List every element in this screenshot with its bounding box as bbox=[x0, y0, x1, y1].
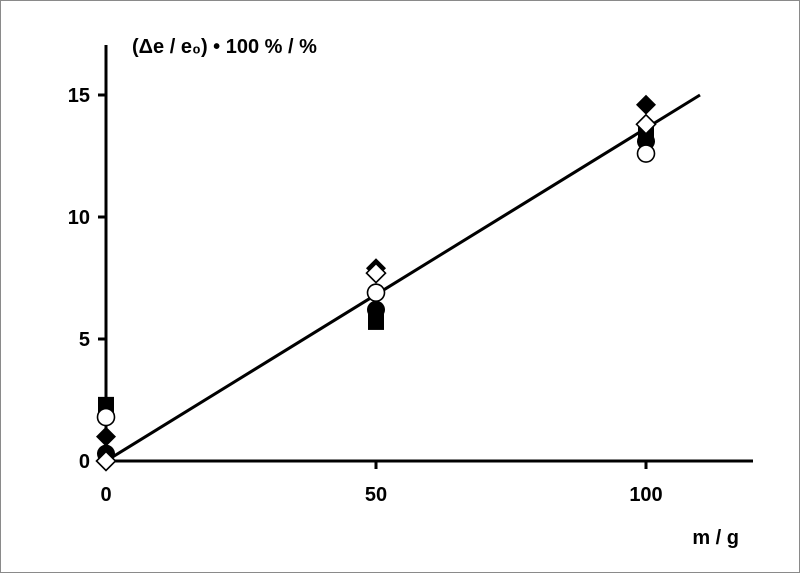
y-axis-title: (Δe / e₀) • 100 % / % bbox=[132, 36, 317, 58]
fit-line-group bbox=[105, 93, 701, 463]
marker-open-circle bbox=[96, 407, 116, 427]
axis-labels: (Δe / e₀) • 100 % / % m / g bbox=[132, 36, 739, 549]
x-tick-label: 50 bbox=[365, 484, 387, 506]
x-tick-label: 0 bbox=[100, 484, 111, 506]
marker-filled-square bbox=[368, 313, 384, 330]
x-axis-title: m / g bbox=[692, 527, 739, 549]
marker-open-diamond bbox=[95, 450, 117, 472]
fit-line bbox=[105, 93, 701, 463]
x-tick-label: 100 bbox=[629, 484, 662, 506]
marker-filled-diamond bbox=[96, 426, 116, 447]
marker-open-circle bbox=[636, 144, 656, 163]
marker-filled-diamond bbox=[636, 94, 656, 115]
axes: 0 5 10 15 0 50 100 bbox=[68, 45, 753, 506]
y-tick-label: 10 bbox=[68, 207, 90, 229]
marker-open-diamond bbox=[365, 262, 387, 284]
y-tick-label: 15 bbox=[68, 85, 90, 107]
marker-open-diamond bbox=[635, 113, 657, 135]
marker-filled-circle bbox=[367, 300, 385, 319]
marker-open-circle bbox=[366, 283, 386, 302]
y-tick-label: 0 bbox=[79, 451, 90, 473]
data-points bbox=[95, 94, 657, 472]
y-tick-label: 5 bbox=[79, 329, 90, 351]
